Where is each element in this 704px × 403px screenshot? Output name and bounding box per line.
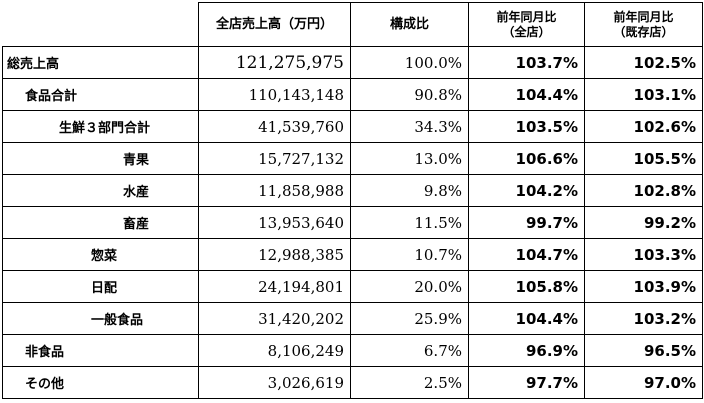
row-label: 総売上高 <box>2 46 199 79</box>
yoy-all-value: 103.5% <box>468 110 585 143</box>
share-value: 2.5% <box>350 366 469 399</box>
yoy-all-value: 104.4% <box>468 302 585 335</box>
row-label: 食品合計 <box>2 78 199 111</box>
header-yoy-all-line1: 前年同月比 <box>496 9 557 24</box>
row-label: 日配 <box>2 270 199 303</box>
header-yoy-all-line2: （全店） <box>502 24 551 39</box>
row-label: 水産 <box>2 174 199 207</box>
sales-value: 31,420,202 <box>198 302 351 335</box>
yoy-all-value: 99.7% <box>468 206 585 239</box>
yoy-all-value: 103.7% <box>468 46 585 79</box>
share-value: 10.7% <box>350 238 469 271</box>
yoy-existing-value: 105.5% <box>584 142 703 175</box>
table-row: 食品合計 110,143,148 90.8% 104.4% 103.1% <box>2 78 703 111</box>
header-share: 構成比 <box>350 2 469 47</box>
yoy-all-value: 106.6% <box>468 142 585 175</box>
sales-value: 41,539,760 <box>198 110 351 143</box>
row-label: その他 <box>2 366 199 399</box>
share-value: 6.7% <box>350 334 469 367</box>
sales-value: 13,953,640 <box>198 206 351 239</box>
sales-value: 121,275,975 <box>198 46 351 79</box>
share-value: 9.8% <box>350 174 469 207</box>
row-label: 惣菜 <box>2 238 199 271</box>
share-value: 34.3% <box>350 110 469 143</box>
share-value: 25.9% <box>350 302 469 335</box>
header-sales: 全店売上高（万円） <box>198 2 351 47</box>
yoy-existing-value: 97.0% <box>584 366 703 399</box>
yoy-existing-value: 102.5% <box>584 46 703 79</box>
yoy-existing-value: 103.3% <box>584 238 703 271</box>
table-row: 生鮮３部門合計 41,539,760 34.3% 103.5% 102.6% <box>2 110 703 143</box>
yoy-all-value: 104.2% <box>468 174 585 207</box>
header-yoy-existing: 前年同月比 （既存店） <box>584 2 703 47</box>
share-value: 100.0% <box>350 46 469 79</box>
yoy-all-value: 104.4% <box>468 78 585 111</box>
yoy-existing-value: 99.2% <box>584 206 703 239</box>
table-row: 総売上高 121,275,975 100.0% 103.7% 102.5% <box>2 46 703 79</box>
table-row: 畜産 13,953,640 11.5% 99.7% 99.2% <box>2 206 703 239</box>
row-label: 一般食品 <box>2 302 199 335</box>
yoy-existing-value: 103.2% <box>584 302 703 335</box>
table-row: 水産 11,858,988 9.8% 104.2% 102.8% <box>2 174 703 207</box>
yoy-all-value: 104.7% <box>468 238 585 271</box>
header-row: 全店売上高（万円） 構成比 前年同月比 （全店） 前年同月比 （既存店） <box>2 2 703 47</box>
share-value: 90.8% <box>350 78 469 111</box>
table-row: 惣菜 12,988,385 10.7% 104.7% 103.3% <box>2 238 703 271</box>
sales-value: 11,858,988 <box>198 174 351 207</box>
header-yoy-all: 前年同月比 （全店） <box>468 2 585 47</box>
table-row: 青果 15,727,132 13.0% 106.6% 105.5% <box>2 142 703 175</box>
row-label: 生鮮３部門合計 <box>2 110 199 143</box>
sales-value: 12,988,385 <box>198 238 351 271</box>
sales-value: 3,026,619 <box>198 366 351 399</box>
yoy-existing-value: 103.9% <box>584 270 703 303</box>
table-row: 一般食品 31,420,202 25.9% 104.4% 103.2% <box>2 302 703 335</box>
table-row: 日配 24,194,801 20.0% 105.8% 103.9% <box>2 270 703 303</box>
yoy-all-value: 97.7% <box>468 366 585 399</box>
sales-value: 24,194,801 <box>198 270 351 303</box>
yoy-existing-value: 103.1% <box>584 78 703 111</box>
header-yoy-existing-line2: （既存店） <box>613 24 674 39</box>
yoy-existing-value: 96.5% <box>584 334 703 367</box>
header-yoy-existing-line1: 前年同月比 <box>613 9 674 24</box>
share-value: 13.0% <box>350 142 469 175</box>
table-body: 総売上高 121,275,975 100.0% 103.7% 102.5% 食品合計 110… <box>2 46 703 399</box>
header-category <box>2 2 199 47</box>
table-row: その他 3,026,619 2.5% 97.7% 97.0% <box>2 366 703 399</box>
sales-value: 15,727,132 <box>198 142 351 175</box>
yoy-existing-value: 102.8% <box>584 174 703 207</box>
sales-value: 110,143,148 <box>198 78 351 111</box>
yoy-all-value: 105.8% <box>468 270 585 303</box>
share-value: 20.0% <box>350 270 469 303</box>
table-row: 非食品 8,106,249 6.7% 96.9% 96.5% <box>2 334 703 367</box>
row-label: 非食品 <box>2 334 199 367</box>
yoy-all-value: 96.9% <box>468 334 585 367</box>
yoy-existing-value: 102.6% <box>584 110 703 143</box>
share-value: 11.5% <box>350 206 469 239</box>
row-label: 青果 <box>2 142 199 175</box>
row-label: 畜産 <box>2 206 199 239</box>
sales-value: 8,106,249 <box>198 334 351 367</box>
